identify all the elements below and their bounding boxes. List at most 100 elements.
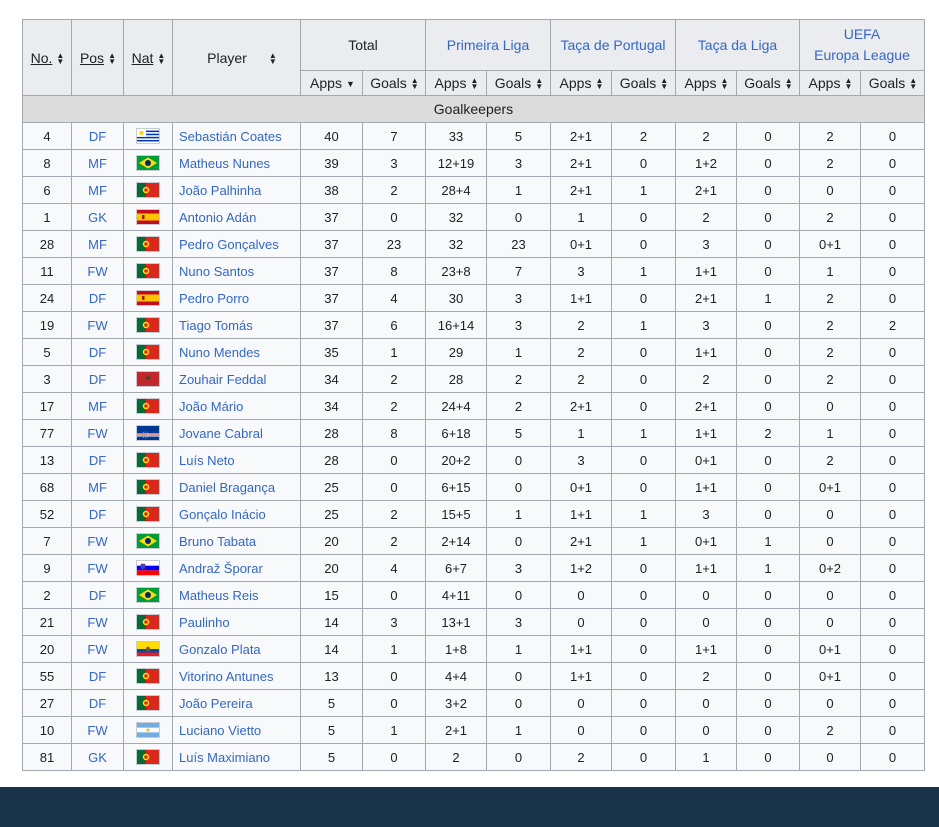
position-link[interactable]: DF [88,290,107,306]
player-link[interactable]: Luís Maximiano [179,749,271,765]
player-link[interactable]: Nuno Santos [179,263,255,279]
player-header[interactable]: Player ▲ ▼ [172,19,301,96]
sort-icon[interactable]: ▲ ▼ [720,76,729,92]
player-link[interactable]: João Mário [179,398,244,414]
position-link[interactable]: FW [87,317,108,333]
flag-icon[interactable] [136,587,160,604]
sort-icon[interactable]: ▲ ▼ [784,76,793,92]
flag-icon[interactable] [136,533,160,550]
position-link[interactable]: MF [88,182,107,198]
position-link[interactable]: FW [87,641,108,657]
player-link[interactable]: Vitorino Antunes [179,668,274,684]
sort-icon[interactable]: ▲ ▼ [535,76,544,92]
flag-icon[interactable] [136,344,160,361]
player-link[interactable]: Nuno Mendes [179,344,260,360]
position-link[interactable]: FW [87,533,108,549]
player-link[interactable]: João Palhinha [179,182,262,198]
flag-icon[interactable] [136,668,160,685]
sort-icon[interactable]: ▲ ▼ [909,76,918,92]
player-link[interactable]: Luís Neto [179,452,235,468]
position-link[interactable]: MF [88,236,107,252]
position-link[interactable]: DF [88,668,107,684]
primeira-liga-apps-header[interactable]: Apps ▲ ▼ [425,70,487,96]
flag-icon[interactable] [136,479,160,496]
taca-de-portugal-header[interactable]: Taça de Portugal [550,19,676,71]
player-link[interactable]: Pedro Porro [179,290,250,306]
sort-icon[interactable]: ▲ ▼ [410,76,419,92]
player-link[interactable]: Jovane Cabral [179,425,263,441]
primeira-liga-goals-header[interactable]: Goals ▲ ▼ [486,70,551,96]
taca-da-liga-link[interactable]: Taça da Liga [697,36,778,53]
position-link[interactable]: DF [88,371,107,387]
sort-icon[interactable]: ▲ ▼ [595,76,604,92]
flag-icon[interactable] [136,425,160,442]
flag-icon[interactable] [136,722,160,739]
position-link[interactable]: GK [88,749,107,765]
player-link[interactable]: Sebastián Coates [179,128,282,144]
flag-icon[interactable] [136,263,160,280]
flag-icon[interactable] [136,317,160,334]
flag-icon[interactable] [136,560,160,577]
player-link[interactable]: Gonçalo Inácio [179,506,266,522]
flag-icon[interactable] [136,290,160,307]
flag-icon[interactable] [136,614,160,631]
player-link[interactable]: Daniel Bragança [179,479,276,495]
taca-da-liga-apps-header[interactable]: Apps ▲ ▼ [675,70,737,96]
flag-icon[interactable] [136,371,160,388]
flag-icon[interactable] [136,182,160,199]
player-link[interactable]: João Pereira [179,695,253,711]
flag-icon[interactable] [136,506,160,523]
flag-icon[interactable] [136,236,160,253]
position-link[interactable]: FW [87,614,108,630]
position-link[interactable]: DF [88,695,107,711]
position-link[interactable]: DF [88,128,107,144]
taca-de-portugal-apps-header[interactable]: Apps ▲ ▼ [550,70,612,96]
flag-icon[interactable] [136,641,160,658]
primeira-liga-header[interactable]: Primeira Liga [425,19,551,71]
total-goals-header[interactable]: Goals ▲ ▼ [362,70,426,96]
player-link[interactable]: Gonzalo Plata [179,641,261,657]
primeira-liga-link[interactable]: Primeira Liga [446,36,530,53]
player-link[interactable]: Zouhair Feddal [179,371,267,387]
player-link[interactable]: Andraž Šporar [179,560,263,576]
europa-league-header[interactable]: UEFA Europa League [799,19,925,71]
sort-icon[interactable]: ▲ ▼ [660,76,669,92]
taca-da-liga-goals-header[interactable]: Goals ▲ ▼ [736,70,800,96]
nat-header[interactable]: Nat ▲ ▼ [123,19,173,96]
position-link[interactable]: FW [87,425,108,441]
no-header[interactable]: No. ▲ ▼ [22,19,72,96]
taca-de-portugal-link[interactable]: Taça de Portugal [560,36,666,53]
player-link[interactable]: Bruno Tabata [179,533,257,549]
sort-icon[interactable]: ▼ [345,79,355,90]
player-link[interactable]: Tiago Tomás [179,317,253,333]
player-link[interactable]: Matheus Nunes [179,155,271,171]
position-link[interactable]: DF [88,587,107,603]
position-link[interactable]: GK [88,209,107,225]
taca-da-liga-header[interactable]: Taça da Liga [675,19,800,71]
position-link[interactable]: MF [88,398,107,414]
total-apps-header[interactable]: Apps ▼ [300,70,363,96]
flag-icon[interactable] [136,695,160,712]
player-link[interactable]: Antonio Adán [179,209,257,225]
flag-icon[interactable] [136,128,160,145]
uefa-link[interactable]: UEFA [843,26,881,42]
flag-icon[interactable] [136,398,160,415]
position-link[interactable]: MF [88,479,107,495]
player-link[interactable]: Pedro Gonçalves [179,236,279,252]
position-link[interactable]: MF [88,155,107,171]
europa-league-apps-header[interactable]: Apps ▲ ▼ [799,70,861,96]
player-link[interactable]: Luciano Vietto [179,722,262,738]
position-link[interactable]: DF [88,506,107,522]
sort-icon[interactable]: ▲ ▼ [268,50,277,66]
flag-icon[interactable] [136,452,160,469]
player-link[interactable]: Matheus Reis [179,587,259,603]
taca-de-portugal-goals-header[interactable]: Goals ▲ ▼ [611,70,676,96]
position-link[interactable]: FW [87,263,108,279]
flag-icon[interactable] [136,155,160,172]
flag-icon[interactable] [136,749,160,766]
position-link[interactable]: FW [87,560,108,576]
sort-icon[interactable]: ▲ ▼ [157,50,166,66]
europa-league-goals-header[interactable]: Goals ▲ ▼ [860,70,925,96]
sort-icon[interactable]: ▲ ▼ [56,50,65,66]
europa-league-link[interactable]: Europa League [814,47,910,63]
